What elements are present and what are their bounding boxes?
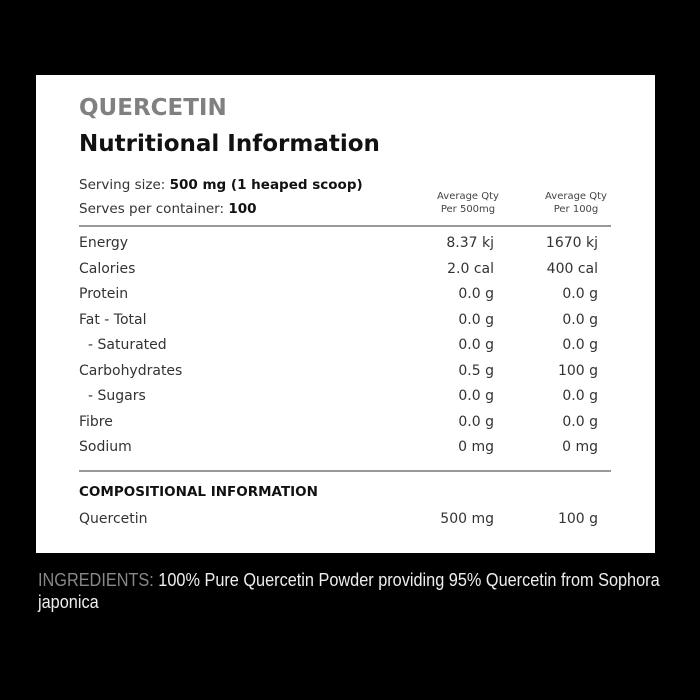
column-header-per-serve: Average Qty Per 500mg xyxy=(418,190,518,216)
serving-size-label: Serving size: xyxy=(79,177,166,193)
column-header-per-100g: Average Qty Per 100g xyxy=(526,190,626,216)
compositional-row-per-serve: 500 mg xyxy=(440,511,494,527)
serves-label: Serves per container: xyxy=(79,201,225,217)
brand-name: QUERCETIN xyxy=(79,95,227,121)
row-per-serve: 0.0 g xyxy=(458,311,494,328)
row-per-serve: 8.37 kj xyxy=(446,235,494,251)
col-header-line: Per 100g xyxy=(553,204,599,215)
row-per-serve: 0.0 g xyxy=(458,388,494,404)
row-per-100g: 1670 kj xyxy=(545,235,598,251)
row-per-100g: 0.0 g xyxy=(562,337,598,353)
divider xyxy=(79,225,611,227)
panel-title: Nutritional Information xyxy=(79,131,380,157)
row-per-serve: 0.0 g xyxy=(458,413,494,430)
row-per-serve: 2.0 cal xyxy=(447,260,494,277)
divider xyxy=(79,470,611,472)
ingredients-label: INGREDIENTS: xyxy=(38,569,154,590)
row-label: Fibre xyxy=(79,413,113,430)
row-per-serve: 0.0 g xyxy=(458,337,494,353)
row-label: Fat - Total xyxy=(79,311,147,328)
row-label: Protein xyxy=(79,286,129,302)
ingredients: INGREDIENTS: 100% Pure Quercetin Powder … xyxy=(38,569,680,613)
compositional-heading: COMPOSITIONAL INFORMATION xyxy=(79,484,318,500)
serving-size-value: 500 mg (1 heaped scoop) xyxy=(169,177,363,193)
col-header-line: Per 500mg xyxy=(440,204,496,215)
row-label: Calories xyxy=(79,260,136,277)
serving-size: Serving size: 500 mg (1 heaped scoop) xyxy=(79,177,363,193)
serves-per-container: Serves per container: 100 xyxy=(79,201,257,217)
col-header-line: Average Qty xyxy=(437,191,499,202)
row-per-100g: 400 cal xyxy=(546,260,598,277)
row-per-100g: 0 mg xyxy=(562,439,598,455)
nutrition-panel: QUERCETIN Nutritional Information Servin… xyxy=(36,75,655,553)
row-label: Sodium xyxy=(79,439,132,455)
col-header-line: Average Qty xyxy=(545,191,607,202)
ingredients-text: 100% Pure Quercetin Powder providing 95%… xyxy=(38,569,660,612)
serves-value: 100 xyxy=(228,201,257,217)
row-label: - Saturated xyxy=(88,337,167,353)
row-per-100g: 0.0 g xyxy=(562,286,598,302)
compositional-row-per-100g: 100 g xyxy=(557,511,598,527)
row-per-serve: 0.5 g xyxy=(458,362,494,379)
row-per-100g: 0.0 g xyxy=(562,413,598,430)
row-label: Energy xyxy=(79,235,129,251)
row-per-100g: 0.0 g xyxy=(562,311,598,328)
row-label: Carbohydrates xyxy=(79,362,183,379)
row-per-serve: 0 mg xyxy=(458,439,494,455)
row-per-serve: 0.0 g xyxy=(458,286,494,302)
row-per-100g: 0.0 g xyxy=(562,388,598,404)
compositional-row-label: Quercetin xyxy=(79,511,148,527)
row-per-100g: 100 g xyxy=(557,362,598,379)
row-label: - Sugars xyxy=(88,388,146,404)
